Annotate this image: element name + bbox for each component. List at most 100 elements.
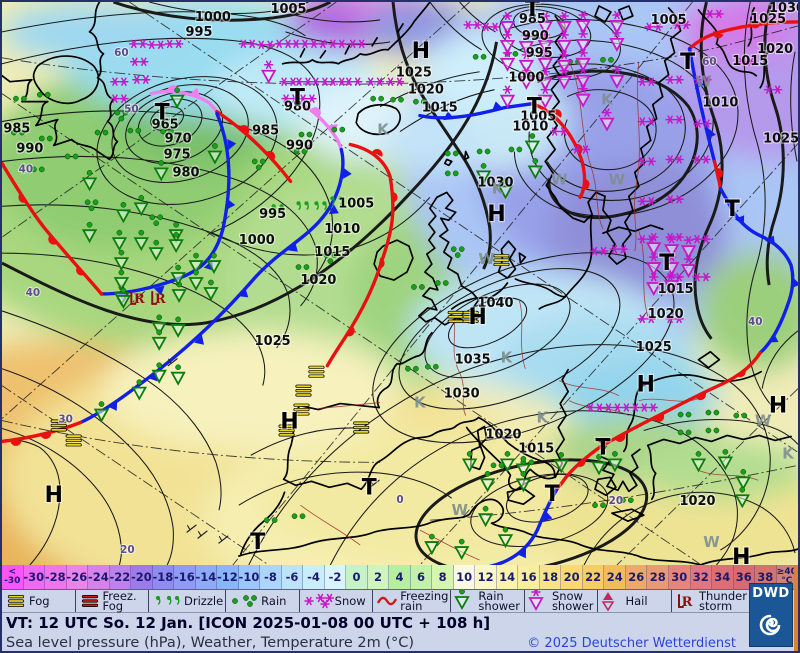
pressure-label: 1040 — [478, 296, 514, 311]
high-center-label: H — [280, 409, 298, 434]
temp-scale-cell: 6 — [410, 565, 433, 589]
airmass-label: W — [695, 73, 711, 91]
low-center-label: T — [659, 251, 674, 276]
graticule-label: 20 — [120, 544, 135, 556]
snow-shower-icon — [528, 590, 544, 612]
dwd-spiral-icon — [759, 614, 781, 636]
svg-text:R: R — [155, 292, 166, 307]
legend-item-snow-shower: Snow shower — [525, 590, 599, 612]
valid-time-text: VT: 12 UTC So. 12 Jan. [ICON 2025-01-08 … — [6, 614, 491, 632]
legend-item-drizzle: Drizzle — [149, 590, 227, 612]
airmass-label: W — [703, 533, 719, 551]
legend-item-label: Hail — [625, 594, 648, 608]
airmass-label: K — [377, 121, 390, 139]
airmass-label: K — [501, 349, 514, 367]
airmass-label: K — [537, 408, 550, 426]
temp-scale-cell: -18 — [152, 565, 175, 589]
pressure-label: 1025 — [750, 12, 786, 27]
pressure-label: 990 — [522, 29, 549, 44]
legend-item-rain-shower: Rain shower — [451, 590, 525, 612]
graticule-label: 30 — [58, 413, 73, 425]
legend-item-label: Fog — [29, 594, 50, 608]
pressure-label: 1000 — [239, 233, 275, 248]
pressure-label: 995 — [259, 207, 286, 222]
pressure-label: 1020 — [757, 42, 793, 57]
pressure-label: 1015 — [314, 245, 350, 260]
temp-scale-cell: -10 — [238, 565, 261, 589]
legend-item-fog: Fog — [2, 590, 76, 612]
airmass-label: W — [609, 170, 625, 188]
pressure-label: 990 — [286, 138, 313, 153]
snow-icon — [303, 593, 334, 609]
legend-item-label: Rain shower — [478, 589, 520, 613]
dwd-logo-text: DWD — [752, 586, 790, 601]
pressure-label: 970 — [165, 131, 192, 146]
drizzle-icon — [155, 595, 180, 605]
rain-icon — [232, 595, 258, 607]
high-center-label: H — [769, 394, 787, 419]
pressure-label: 995 — [186, 25, 213, 40]
legend-item-label: Freez. Fog — [102, 589, 137, 613]
pressure-label: 1020 — [648, 307, 684, 322]
pressure-label: 965 — [152, 118, 179, 133]
legend-item-freezing-rain: Freezing rain — [373, 590, 452, 612]
graticule-label: 40 — [19, 163, 34, 175]
airmass-label: K — [601, 91, 614, 109]
graticule-label: 20 — [609, 495, 624, 507]
pressure-label: 1030 — [769, 2, 798, 16]
temp-scale-cell: 30 — [668, 565, 691, 589]
freezing-rain-icon — [377, 596, 398, 606]
product-title: Sea level pressure (hPa), Weather, Tempe… — [6, 635, 415, 651]
temp-scale-cell: -12 — [217, 565, 239, 589]
weather-symbol-legend: Fog Freez. Fog Drizzle Rain Snow Freezing rain R… — [2, 590, 750, 613]
fog-icon — [7, 594, 25, 607]
high-center-label: H — [412, 39, 430, 64]
pressure-label: 985 — [3, 122, 30, 137]
legend-item-rain: Rain — [226, 590, 300, 612]
temp-scale-cell: -28 — [45, 565, 67, 589]
legend-item-label: Rain — [261, 594, 287, 608]
low-center-label: T — [155, 101, 170, 126]
low-center-label: T — [680, 50, 695, 75]
pressure-label: 1020 — [408, 83, 444, 98]
freezing-fog-icon — [81, 594, 98, 607]
pressure-label: 1015 — [518, 441, 554, 456]
airmass-label: K — [492, 179, 505, 197]
graticule-label: 40 — [748, 316, 763, 328]
pressure-label: 1000 — [508, 71, 544, 86]
product-title-text: Sea level pressure (hPa), Weather, Tempe… — [2, 633, 798, 651]
pressure-label: 980 — [173, 165, 200, 180]
temp-scale-cell: 34 — [712, 565, 734, 589]
pressure-label: 1015 — [732, 54, 768, 69]
temp-scale-cell: < -30 — [2, 565, 24, 589]
temp-scale-cell: 20 — [561, 565, 583, 589]
temp-scale-cell: -24 — [88, 565, 110, 589]
airmass-label: W — [551, 170, 567, 188]
airmass-label: K — [414, 394, 427, 412]
temp-scale-cell: -8 — [260, 565, 282, 589]
pressure-label: 1030 — [444, 387, 480, 402]
low-center-label: T — [525, 2, 540, 22]
svg-text:R: R — [134, 292, 145, 307]
pressure-label: 1025 — [255, 334, 291, 349]
temp-scale-cell: 28 — [647, 565, 669, 589]
high-center-label: H — [637, 373, 655, 398]
temp-scale-cell: 14 — [496, 565, 519, 589]
low-center-label: T — [545, 482, 560, 507]
pressure-label: 1015 — [422, 101, 458, 116]
pressure-label: 995 — [526, 46, 553, 61]
temp-scale-cell: 8 — [432, 565, 454, 589]
pressure-label: 1025 — [636, 340, 672, 355]
high-center-label: H — [468, 305, 486, 330]
temp-scale-cell: -2 — [324, 565, 347, 589]
legend-item-hail: Hail — [598, 590, 672, 612]
pressure-label: 1005 — [520, 110, 556, 125]
pressure-label: 1015 — [658, 282, 694, 297]
legend-item-label: Drizzle — [184, 594, 224, 608]
right-edge-strip — [794, 565, 798, 651]
thunderstorm-icon: R — [677, 594, 693, 610]
graticule-label: 50 — [124, 104, 139, 116]
temp-scale-cell: 16 — [518, 565, 540, 589]
